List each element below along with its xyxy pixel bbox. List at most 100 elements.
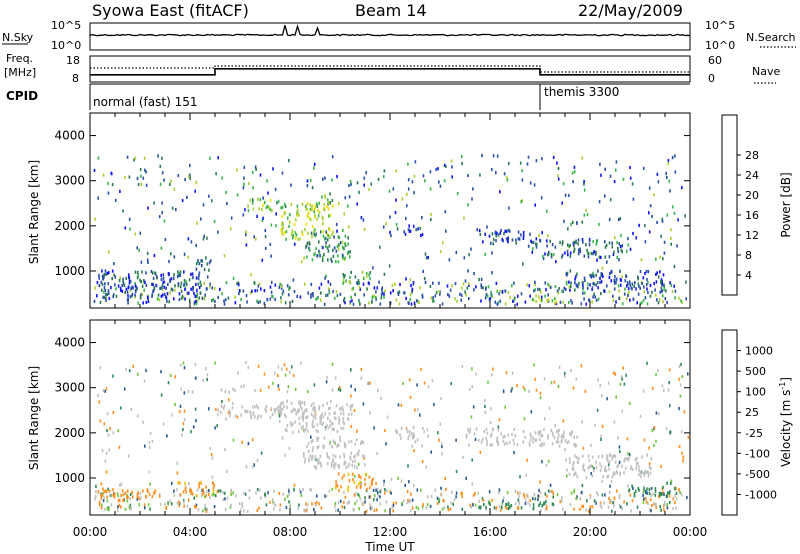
echo-cell xyxy=(118,498,121,503)
echo-cell xyxy=(266,298,268,302)
colorbar-tick-label: -100 xyxy=(745,447,770,460)
echo-cell xyxy=(601,454,604,458)
echo-cell xyxy=(628,401,631,405)
echo-cell xyxy=(426,502,429,507)
echo-cell xyxy=(678,296,680,300)
echo-cell xyxy=(271,208,273,212)
echo-cell xyxy=(613,278,616,282)
echo-cell xyxy=(256,416,259,420)
echo-cell xyxy=(510,389,513,393)
echo-cell xyxy=(631,468,634,472)
echo-cell xyxy=(121,489,124,493)
echo-cell xyxy=(438,180,440,184)
echo-cell xyxy=(367,381,369,385)
echo-cell xyxy=(332,439,335,443)
echo-cell xyxy=(99,419,102,423)
echo-cell xyxy=(167,282,169,287)
echo-cell xyxy=(678,364,681,368)
echo-cell xyxy=(331,259,333,263)
echo-cell xyxy=(524,435,526,439)
echo-cell xyxy=(134,156,137,160)
echo-cell xyxy=(181,433,183,437)
echo-cell xyxy=(152,282,154,287)
echo-cell xyxy=(447,505,449,509)
echo-cell xyxy=(557,174,559,178)
echo-cell xyxy=(522,440,525,444)
echo-cell xyxy=(356,281,358,285)
echo-cell xyxy=(111,183,114,187)
echo-cell xyxy=(282,226,284,230)
echo-cell xyxy=(223,302,226,306)
echo-cell xyxy=(500,506,503,510)
echo-cell xyxy=(108,271,110,275)
echo-cell xyxy=(611,509,613,513)
nsky-trace xyxy=(89,24,691,37)
echo-cell xyxy=(627,458,630,462)
echo-cell xyxy=(300,493,303,498)
echo-cell xyxy=(128,275,130,279)
echo-cell xyxy=(243,165,246,169)
echo-cell xyxy=(117,429,120,433)
echo-cell xyxy=(439,250,442,254)
echo-cell xyxy=(236,168,238,172)
echo-cell xyxy=(323,444,325,448)
echo-cell xyxy=(217,413,219,417)
echo-cell xyxy=(630,286,633,290)
echo-cell xyxy=(109,494,111,498)
echo-cell xyxy=(322,229,325,233)
echo-cell xyxy=(151,293,154,297)
echo-cell xyxy=(646,287,648,291)
x-tick-label: 00:00 xyxy=(673,525,708,539)
echo-cell xyxy=(245,410,248,414)
echo-cell xyxy=(368,188,370,192)
echo-cell xyxy=(333,466,336,470)
echo-cell xyxy=(597,455,600,459)
echo-cell xyxy=(110,286,112,290)
echo-cell xyxy=(648,491,651,495)
echo-cell xyxy=(305,204,307,208)
echo-cell xyxy=(346,204,349,208)
echo-cell xyxy=(383,491,386,495)
echo-cell xyxy=(602,475,604,479)
echo-cell xyxy=(653,193,655,197)
echo-cell xyxy=(262,216,264,220)
echo-cell xyxy=(486,225,488,229)
echo-cell xyxy=(617,246,619,251)
echo-cell xyxy=(616,465,618,469)
echo-cell xyxy=(472,503,474,507)
echo-cell xyxy=(653,502,656,506)
echo-cell xyxy=(304,509,307,513)
echo-cell xyxy=(674,289,677,293)
echo-cell xyxy=(595,298,598,302)
echo-cell xyxy=(524,501,527,506)
echo-cell xyxy=(183,504,185,508)
echo-cell xyxy=(553,380,556,384)
echo-cell xyxy=(644,489,647,494)
echo-cell xyxy=(579,247,581,251)
echo-cell xyxy=(366,487,368,491)
echo-cell xyxy=(619,471,621,475)
echo-cell xyxy=(292,407,295,411)
echo-cell xyxy=(420,367,422,371)
echo-cell xyxy=(365,271,368,276)
echo-cell xyxy=(123,387,126,391)
echo-cell xyxy=(549,490,552,494)
echo-cell xyxy=(335,249,338,253)
echo-cell xyxy=(292,373,295,378)
nsearch-tick-low: 10^0 xyxy=(705,39,735,52)
echo-cell xyxy=(482,437,484,441)
echo-cell xyxy=(310,293,312,297)
echo-cell xyxy=(305,416,307,420)
echo-cell xyxy=(113,495,116,499)
echo-cell xyxy=(411,498,414,502)
echo-cell xyxy=(346,403,348,407)
echo-cell xyxy=(502,439,505,443)
echo-cell xyxy=(167,502,169,506)
echo-cell xyxy=(648,462,651,466)
echo-cell xyxy=(484,410,487,414)
echo-cell xyxy=(189,173,191,177)
echo-cell xyxy=(142,176,145,180)
y-tick-label: 3000 xyxy=(54,381,85,395)
echo-cell xyxy=(316,501,318,505)
echo-cell xyxy=(325,293,327,298)
